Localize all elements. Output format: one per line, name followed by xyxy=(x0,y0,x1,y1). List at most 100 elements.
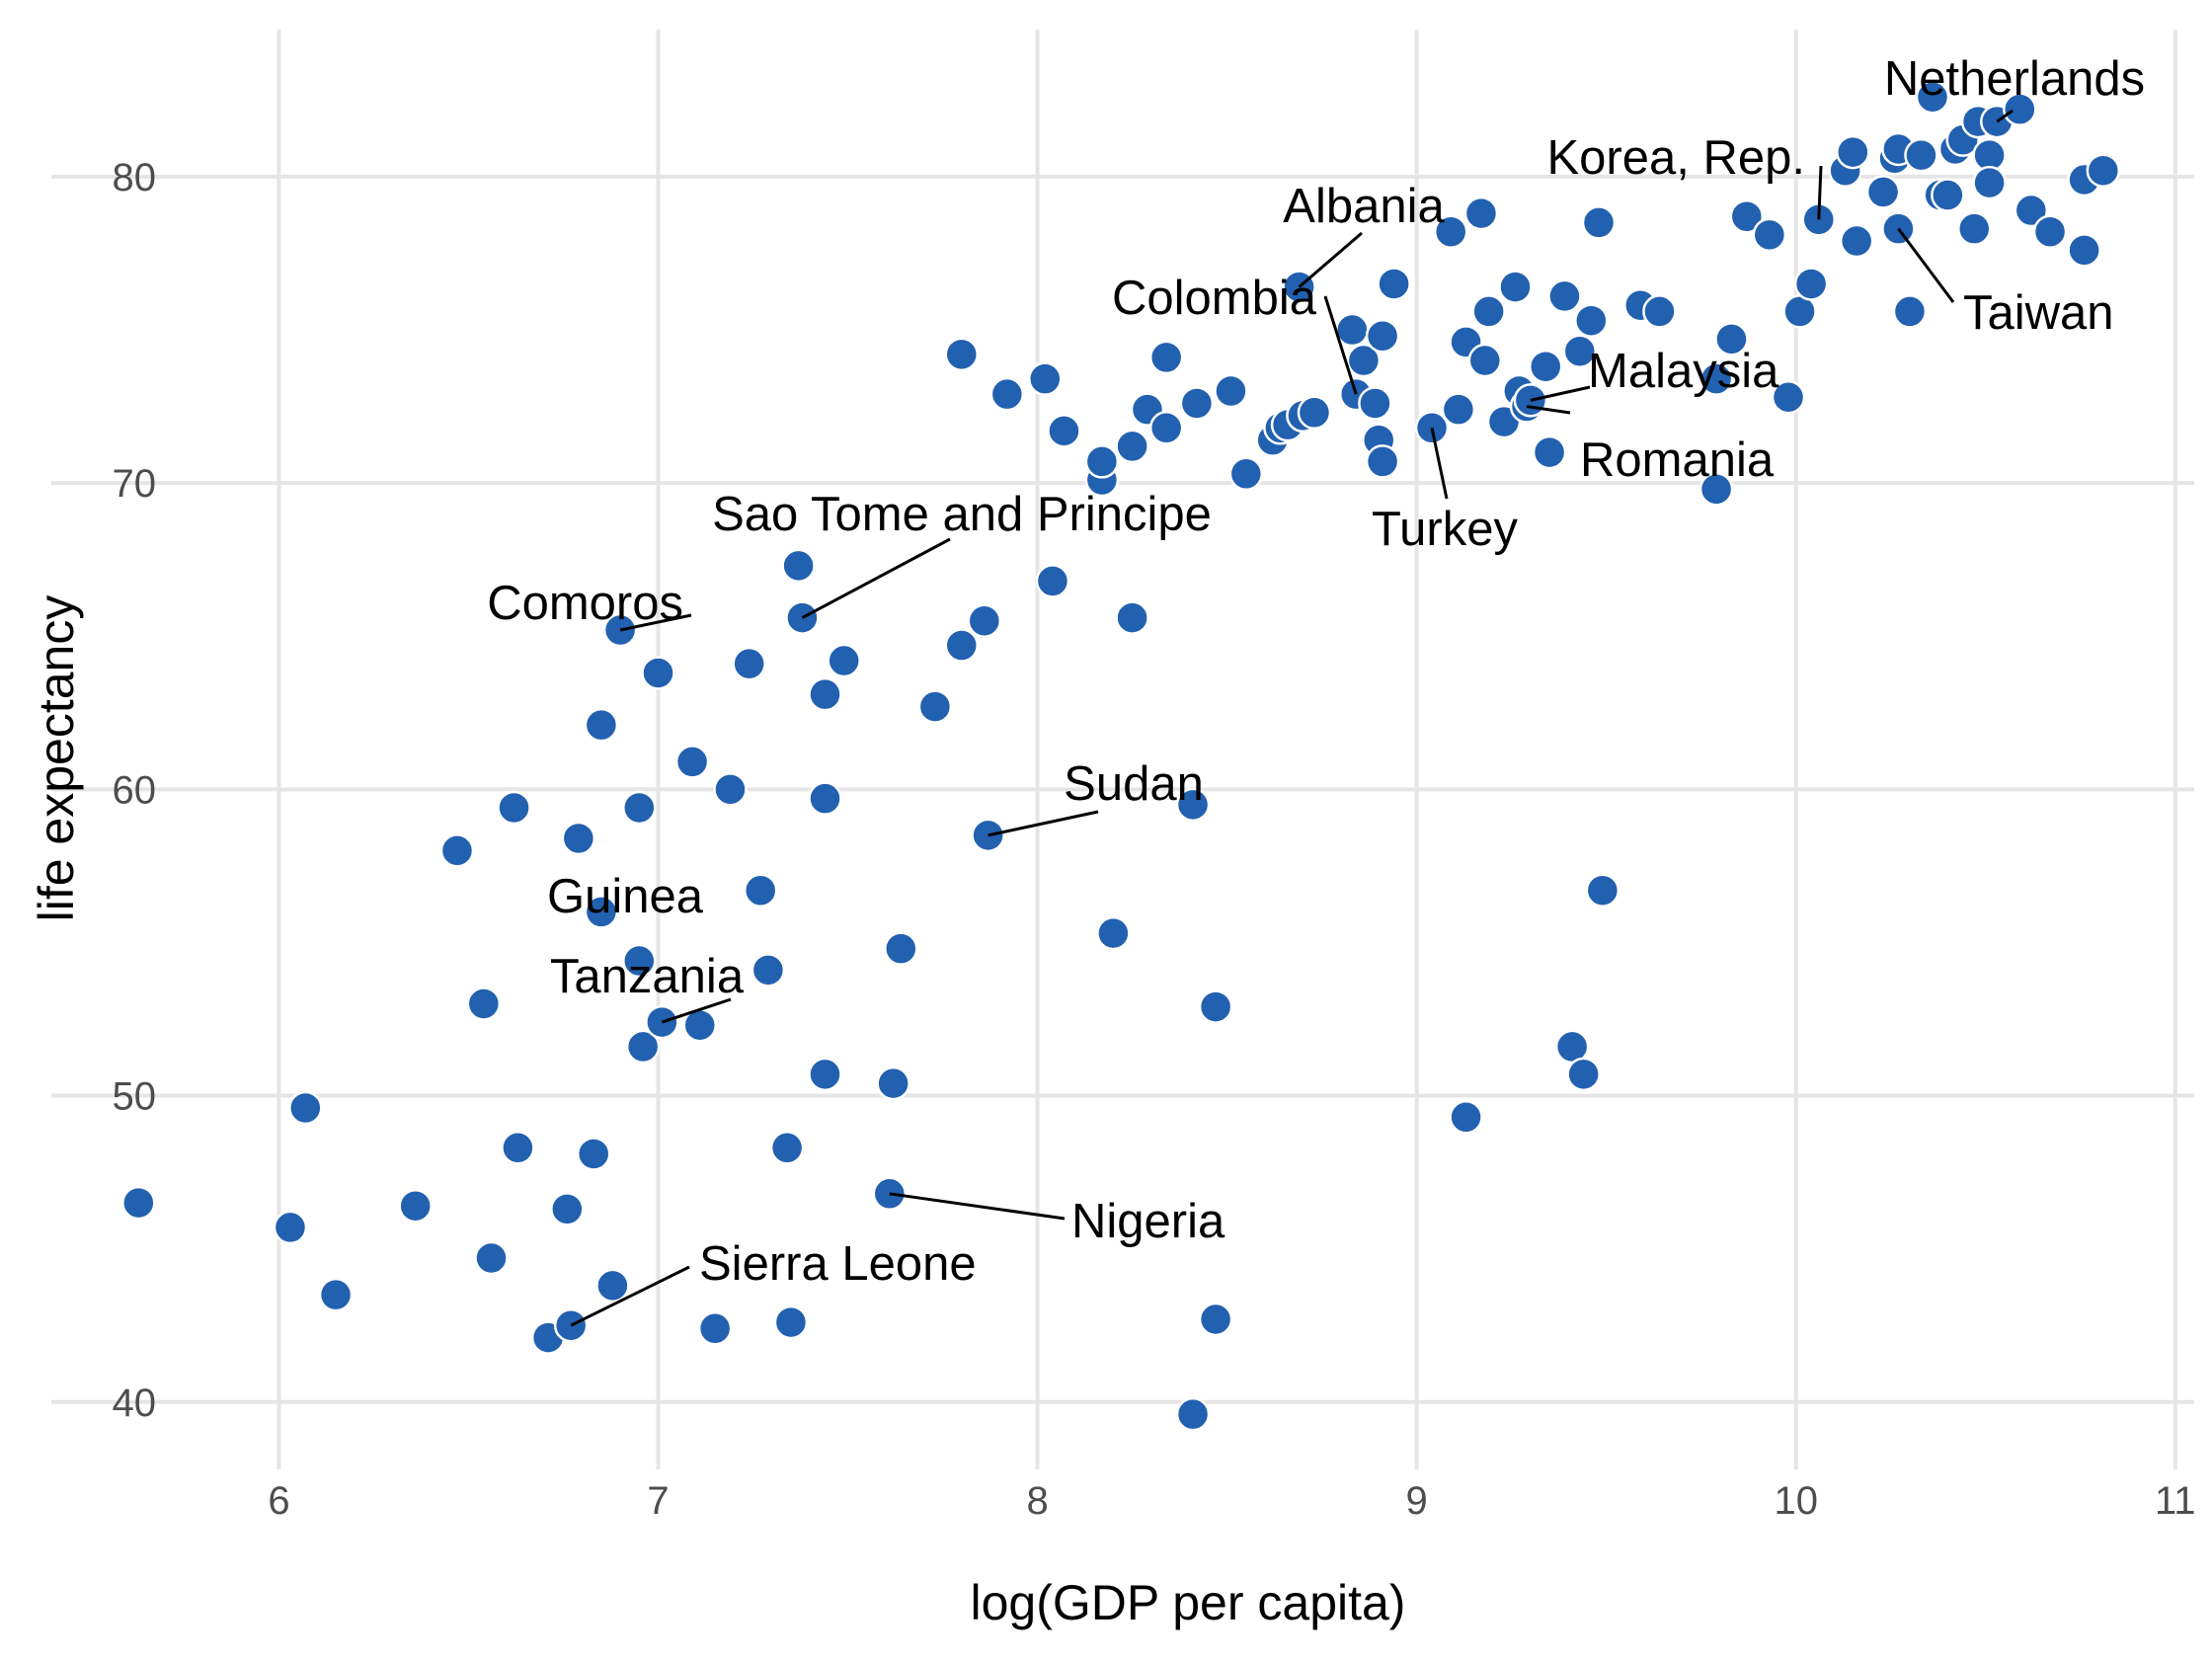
data-point xyxy=(1547,278,1582,314)
data-point xyxy=(1904,137,1938,173)
data-point xyxy=(1698,361,1734,396)
data-point xyxy=(318,1277,354,1312)
data-point xyxy=(1532,434,1567,470)
leader-line-malaysia xyxy=(1530,385,1591,402)
data-point xyxy=(917,689,953,724)
leader-line-albania xyxy=(1298,231,1363,288)
leader-line-nigeria xyxy=(889,1192,1066,1221)
data-point xyxy=(1297,395,1332,431)
annotation-label-turkey: Turkey xyxy=(1372,503,1518,556)
data-point xyxy=(697,1311,733,1346)
leader-line-netherlands xyxy=(1996,109,2014,123)
data-point xyxy=(781,548,816,584)
leader-line-colombia xyxy=(1323,295,1358,395)
data-point xyxy=(1972,165,2007,200)
annotation-label-romania: Romania xyxy=(1580,434,1775,487)
data-point xyxy=(2067,233,2101,268)
x-tick-label-10: 10 xyxy=(1774,1479,1818,1523)
data-point xyxy=(1698,472,1734,507)
grid xyxy=(51,30,2194,1469)
data-point xyxy=(750,953,786,988)
leader-line-korea-rep- xyxy=(1817,165,1823,220)
annotation-label-guinea: Guinea xyxy=(547,870,704,923)
data-point xyxy=(398,1188,433,1224)
annotation-label-tanzania: Tanzania xyxy=(550,950,745,1003)
data-point xyxy=(1346,343,1382,378)
y-tick-label-60: 60 xyxy=(113,768,157,812)
data-point xyxy=(1467,343,1503,378)
data-point xyxy=(773,1304,809,1340)
data-point xyxy=(1441,392,1476,427)
data-point xyxy=(466,987,502,1021)
data-point xyxy=(989,376,1025,412)
data-point xyxy=(641,656,675,690)
leader-line-tanzania xyxy=(661,997,732,1024)
data-point xyxy=(584,895,619,929)
leader-line-comoros xyxy=(619,613,692,632)
data-point xyxy=(1915,79,1950,115)
data-point xyxy=(1585,873,1620,908)
data-point xyxy=(1115,429,1149,464)
data-point xyxy=(1035,564,1070,598)
data-point xyxy=(827,643,861,678)
data-point xyxy=(1956,211,1992,246)
data-point xyxy=(439,833,475,868)
data-point xyxy=(474,1240,509,1276)
data-point xyxy=(1528,349,1563,384)
data-point xyxy=(1839,223,1874,259)
data-point xyxy=(1836,134,1870,170)
data-point xyxy=(622,790,657,826)
tick-labels: 6 7 8 9 10 11 40 50 60 70 80 xyxy=(113,156,2196,1523)
y-tick-label-80: 80 xyxy=(113,156,157,199)
data-point xyxy=(876,1066,910,1101)
data-point xyxy=(713,772,748,807)
data-point xyxy=(1198,1302,1233,1337)
y-tick-label-40: 40 xyxy=(113,1382,157,1425)
annotation-label-sao-tome-and-principe: Sao Tome and Principe xyxy=(712,488,1212,541)
data-point xyxy=(1752,217,1787,253)
leader-line-romania xyxy=(1526,405,1571,415)
data-point xyxy=(1175,1396,1211,1432)
data-point xyxy=(732,646,766,681)
data-point xyxy=(1498,270,1533,304)
data-point xyxy=(1096,915,1131,951)
data-point xyxy=(1377,267,1411,301)
annotation-labels: Netherlands Korea, Rep. Albania Taiwan Colom… xyxy=(487,52,2145,1291)
data-point xyxy=(625,1029,661,1065)
data-point xyxy=(1771,380,1806,415)
annotation-label-albania: Albania xyxy=(1283,180,1445,233)
x-tick-label-7: 7 xyxy=(647,1479,669,1523)
data-point xyxy=(944,337,980,372)
data-point xyxy=(1931,178,1965,212)
data-point xyxy=(501,1131,535,1165)
data-point xyxy=(1581,205,1617,240)
annotation-label-sierra-leone: Sierra Leone xyxy=(699,1237,977,1291)
x-tick-label-6: 6 xyxy=(268,1479,289,1523)
annotation-label-sudan: Sudan xyxy=(1064,757,1204,811)
data-point xyxy=(1228,456,1264,492)
data-point xyxy=(1115,600,1149,635)
data-point xyxy=(1365,444,1400,479)
x-axis-title: log(GDP per capita) xyxy=(971,1575,1406,1630)
data-point xyxy=(884,931,918,966)
data-point xyxy=(273,1210,308,1245)
data-point xyxy=(1047,414,1081,448)
data-point xyxy=(1028,361,1063,396)
data-point xyxy=(1892,294,1928,329)
data-point xyxy=(1175,787,1211,823)
data-point xyxy=(1865,175,1901,209)
data-point xyxy=(1642,294,1677,329)
x-tick-label-9: 9 xyxy=(1406,1479,1428,1523)
data-point xyxy=(2014,193,2049,228)
data-point xyxy=(550,1192,585,1226)
annotation-label-taiwan: Taiwan xyxy=(1963,286,2114,340)
data-point xyxy=(1198,989,1233,1024)
y-tick-label-50: 50 xyxy=(113,1075,157,1119)
data-point xyxy=(1714,322,1749,356)
data-point xyxy=(1214,373,1248,409)
data-point xyxy=(1148,411,1184,445)
annotation-label-netherlands: Netherlands xyxy=(1884,52,2145,106)
annotation-leaders xyxy=(570,109,2014,1327)
x-tick-label-11: 11 xyxy=(2155,1479,2196,1523)
